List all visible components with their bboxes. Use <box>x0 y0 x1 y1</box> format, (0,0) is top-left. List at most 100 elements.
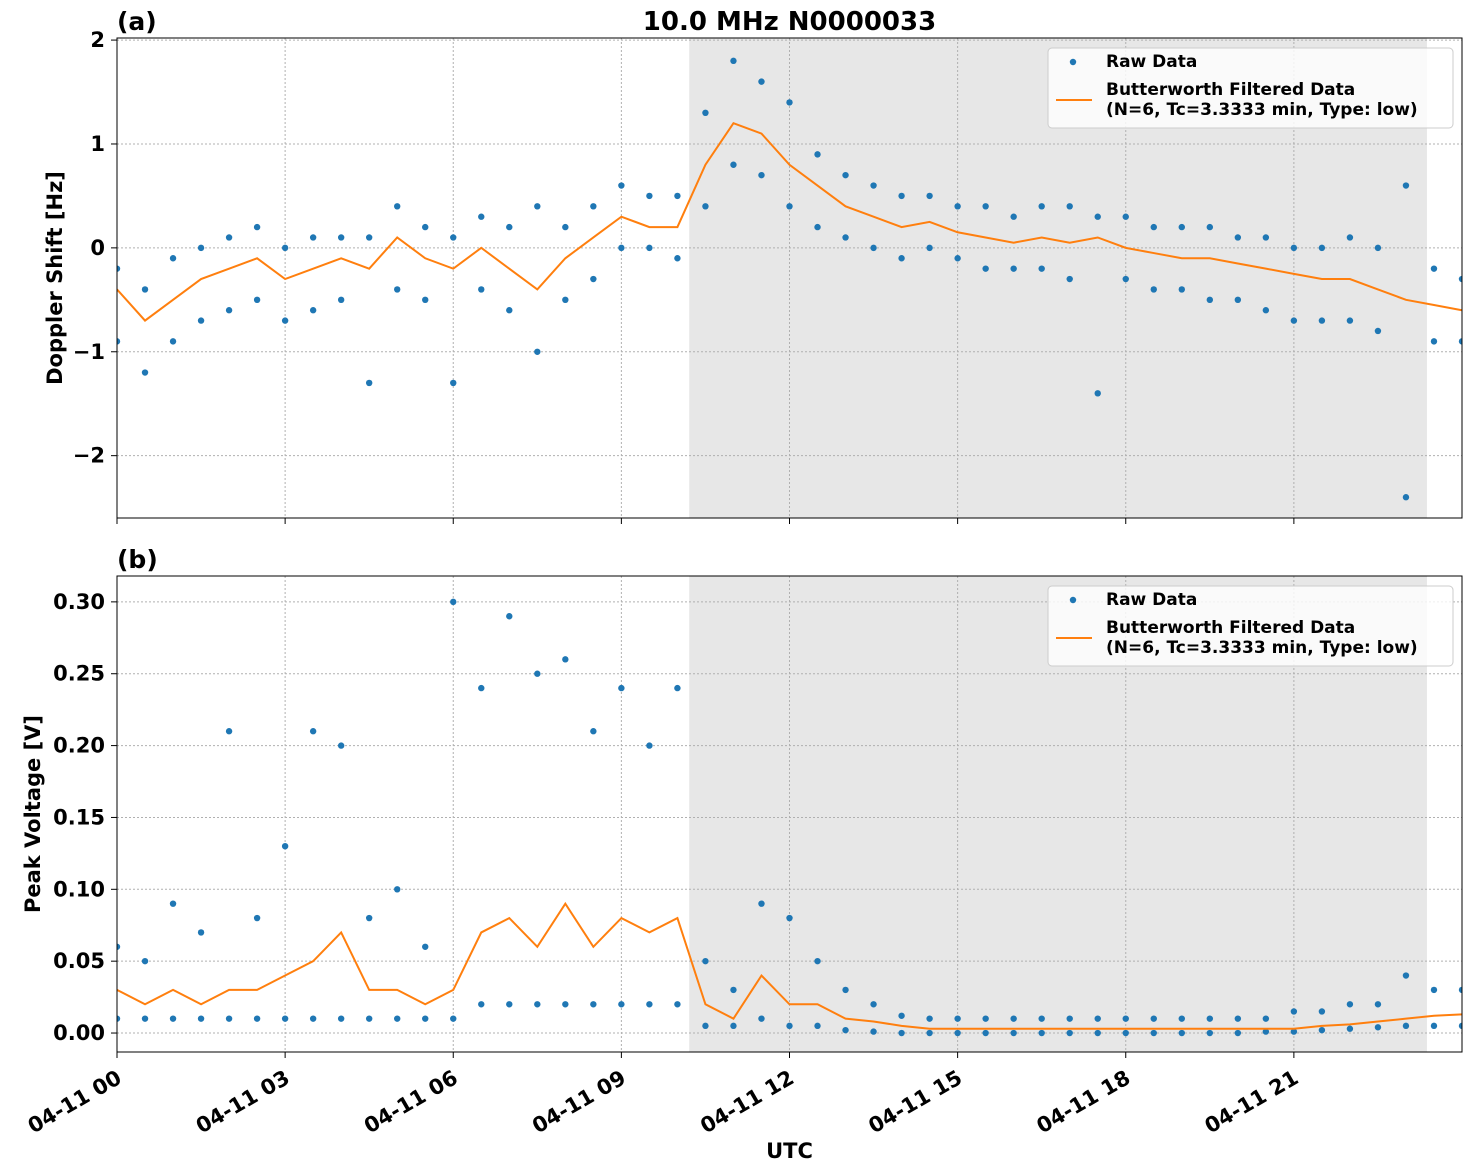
raw-point <box>1178 1015 1185 1022</box>
raw-point <box>1262 234 1270 241</box>
raw-point <box>394 886 401 893</box>
raw-point <box>1178 286 1185 293</box>
raw-point <box>842 171 849 179</box>
legend-label: Butterworth Filtered Data (N=6, Tc=3.333… <box>1106 618 1418 658</box>
raw-point <box>702 203 709 210</box>
raw-point <box>814 223 821 231</box>
raw-point <box>197 317 205 324</box>
y-tick-label: 0.10 <box>53 877 105 901</box>
raw-point <box>1122 213 1129 220</box>
raw-point <box>141 957 149 965</box>
x-axis-label: UTC <box>766 1139 813 1163</box>
raw-point <box>814 957 821 965</box>
raw-point <box>870 244 877 252</box>
raw-point <box>337 296 345 304</box>
raw-point <box>281 1015 289 1022</box>
raw-point <box>814 151 821 158</box>
raw-point <box>1150 1029 1157 1037</box>
raw-point <box>1094 1029 1101 1037</box>
raw-point <box>1234 296 1242 304</box>
raw-point <box>758 78 765 85</box>
raw-point <box>954 1015 961 1022</box>
raw-point <box>1262 1015 1270 1022</box>
legend-box <box>1047 47 1454 129</box>
raw-point <box>1318 1008 1326 1015</box>
raw-point <box>450 234 457 241</box>
raw-point <box>1374 1001 1382 1008</box>
raw-point <box>117 338 121 345</box>
raw-point <box>450 598 457 606</box>
raw-point <box>702 109 709 117</box>
legend-box <box>1047 585 1454 667</box>
raw-point <box>1402 1022 1410 1030</box>
raw-point <box>1290 1008 1298 1015</box>
raw-point <box>562 656 569 663</box>
raw-point <box>618 244 625 252</box>
x-tick-label: 04-11 18 <box>1032 1066 1134 1139</box>
raw-point <box>1206 296 1214 304</box>
x-tick-label: 04-11 12 <box>696 1066 798 1139</box>
x-tick-label: 04-11 09 <box>528 1066 630 1139</box>
raw-point <box>982 1029 989 1037</box>
axes-frame <box>116 37 1463 519</box>
raw-point <box>1346 1001 1354 1008</box>
raw-point <box>253 223 261 231</box>
raw-point <box>870 182 877 189</box>
raw-point <box>478 1001 485 1008</box>
raw-point <box>1402 494 1410 501</box>
raw-point <box>674 684 681 692</box>
raw-point <box>786 1022 793 1030</box>
raw-point <box>1290 1028 1298 1035</box>
raw-point <box>422 1015 429 1022</box>
filtered-line <box>117 901 1462 1030</box>
raw-point <box>814 1022 821 1030</box>
raw-point <box>870 1028 877 1035</box>
raw-point <box>1010 1015 1017 1022</box>
raw-point <box>898 255 905 262</box>
raw-point <box>954 203 961 210</box>
raw-point <box>1038 1015 1045 1022</box>
raw-point <box>646 1001 653 1008</box>
raw-point <box>1458 986 1462 994</box>
raw-point <box>1038 203 1045 210</box>
raw-point <box>1374 327 1382 335</box>
raw-point <box>590 728 597 735</box>
raw-point <box>1206 223 1214 231</box>
raw-point <box>1066 1029 1073 1037</box>
raw-point <box>1318 317 1326 324</box>
raw-point <box>926 1015 933 1022</box>
raw-point <box>478 684 485 692</box>
y-tick-label: 0.00 <box>53 1021 105 1045</box>
raw-point <box>1346 1025 1354 1032</box>
panel-label: (a) <box>117 7 157 36</box>
raw-point <box>1374 244 1382 252</box>
raw-point <box>786 914 793 922</box>
x-tick-label: 04-11 00 <box>24 1066 126 1139</box>
raw-point <box>253 1015 261 1022</box>
raw-point <box>225 307 233 314</box>
raw-point <box>117 943 121 950</box>
raw-point <box>590 203 597 210</box>
raw-point <box>394 203 401 210</box>
raw-point <box>1458 338 1462 345</box>
raw-point <box>646 244 653 252</box>
raw-point <box>1234 234 1242 241</box>
raw-point <box>1402 182 1410 189</box>
raw-point <box>225 1015 233 1022</box>
raw-point <box>786 203 793 210</box>
x-tick-label: 04-11 06 <box>360 1066 462 1139</box>
raw-point <box>225 728 233 735</box>
raw-point <box>1010 1029 1017 1037</box>
raw-point <box>730 1022 737 1030</box>
raw-point <box>1206 1015 1214 1022</box>
raw-point <box>1178 1029 1185 1037</box>
raw-point <box>253 296 261 304</box>
raw-point <box>842 234 849 241</box>
raw-point <box>1458 1022 1462 1030</box>
y-tick-label: 0.30 <box>53 590 105 614</box>
y-axis-label: Doppler Shift [Hz] <box>43 171 67 385</box>
raw-point <box>618 1001 625 1008</box>
x-tick-label: 04-11 03 <box>192 1066 294 1139</box>
raw-point <box>982 265 989 272</box>
